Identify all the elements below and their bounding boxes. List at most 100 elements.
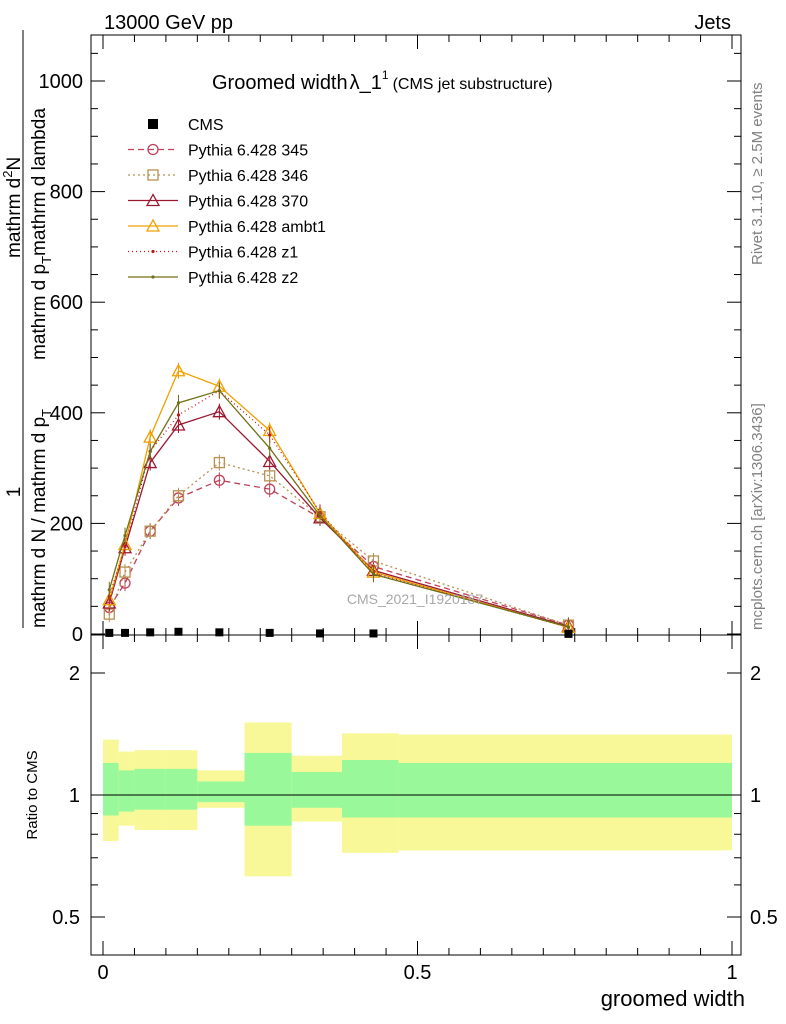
ratio-inner-band-3: [165, 768, 198, 810]
series-point: [107, 588, 111, 592]
y-tick-label-main: 1000: [39, 71, 84, 93]
ratio-inner-band-2: [134, 768, 166, 810]
y-tick-label-main: 200: [50, 513, 83, 535]
x-tick-label: 0.5: [404, 962, 432, 984]
x-tick-label: 0: [97, 962, 108, 984]
y-label-den2-sub: T: [39, 256, 54, 264]
y-label-den2: mathrm d pTmathrm d lambda: [29, 108, 54, 360]
y-tick-label-ratio-left: 2: [69, 663, 80, 685]
legend-marker-5: [151, 275, 155, 279]
y-tick-label-main: 0: [72, 624, 83, 646]
cms-point: [105, 628, 114, 637]
y-tick-label-ratio-right: 2: [750, 663, 761, 685]
y-tick-label-ratio-right: 0.5: [750, 907, 778, 929]
series-point: [143, 429, 158, 443]
chart-title-main: Groomed width: [212, 72, 348, 94]
legend-label-0: Pythia 6.428 345: [188, 143, 308, 160]
y-label-den-text: mathrm d N / mathrm d p: [29, 417, 50, 628]
y-label-denominator: mathrm d N / mathrm d pT: [29, 409, 54, 628]
series-point: [176, 413, 181, 417]
legend-label-4: Pythia 6.428 z1: [188, 245, 298, 262]
legend-cms-marker: [148, 119, 158, 129]
header-right: Jets: [694, 12, 731, 34]
y-axis-label-main: 1 mathrm d N / mathrm d pT mathrm d2N ma…: [0, 30, 54, 628]
series-point: [264, 470, 276, 482]
series-point: [172, 490, 185, 502]
series-point: [268, 446, 272, 450]
legend-label-2: Pythia 6.428 370: [188, 194, 308, 211]
legend: CMS Pythia 6.428 345 Pythia 6.428 346 Pythi…: [128, 117, 326, 287]
y-label-den2-b: mathrm d lambda: [29, 108, 50, 256]
cms-point: [316, 629, 325, 638]
y-label-den-sub: T: [39, 409, 54, 417]
axis-ticks: [91, 35, 741, 955]
y-tick-label-ratio-left: 1: [69, 785, 80, 807]
series-point: [148, 449, 152, 454]
analysis-watermark: CMS_2021_I1920187: [347, 591, 483, 607]
series-point: [268, 433, 272, 437]
x-axis-label: groomed width: [601, 986, 745, 1011]
cms-data-points: [105, 627, 573, 638]
y-tick-label-main: 800: [50, 182, 83, 204]
cms-point: [369, 629, 378, 638]
series-point: [102, 592, 117, 606]
series-point: [144, 525, 156, 537]
y-label-numerator: mathrm d2N: [0, 157, 25, 258]
chart-title-lambda: λ_1: [350, 72, 382, 94]
ratio-inner-band-8: [398, 762, 732, 818]
chart-title-sup: 1: [382, 68, 389, 82]
series-line-2: [108, 410, 569, 627]
series-point: [318, 514, 322, 518]
legend-marker-0: [147, 143, 159, 156]
legend-marker-1: [147, 169, 159, 181]
mcplots-label: mcplots.cern.ch [arXiv:1306.3436]: [749, 403, 766, 630]
series-2: [102, 403, 576, 635]
legend-marker-4: [151, 249, 155, 254]
cms-point: [174, 627, 183, 636]
series-point: [262, 454, 277, 468]
series-point: [102, 595, 117, 609]
ratio-inner-band-0: [103, 762, 119, 816]
series-point: [217, 389, 221, 393]
legend-label-1: Pythia 6.428 346: [188, 168, 308, 185]
y-tick-label-main: 400: [50, 403, 83, 425]
y-tick-label-ratio-left: 0.5: [52, 907, 80, 929]
series-point: [264, 483, 276, 495]
series-point: [171, 417, 186, 431]
series-line-1: [108, 461, 569, 626]
series-point: [123, 533, 127, 538]
series-point: [123, 545, 127, 549]
legend-marker-2: [145, 193, 161, 207]
axis-tick-labels: 0 0.5 1 0 200 400 600 800 1000 0.5 0.5 1 1 2 2: [39, 71, 778, 984]
y-label-one: 1: [4, 487, 25, 498]
chart-title: Groomed width λ_11 (CMS jet substructure): [212, 68, 553, 94]
cms-point: [564, 629, 573, 638]
cms-point: [265, 628, 274, 637]
ratio-inner-band-5: [244, 752, 292, 826]
series-point: [119, 566, 131, 578]
legend-cms-label: CMS: [188, 117, 224, 134]
ratio-inner-band-1: [118, 770, 135, 812]
y-axis-label-ratio: Ratio to CMS: [24, 750, 41, 839]
y-label-num-sup: 2: [0, 171, 15, 178]
mc-series: [102, 362, 576, 636]
cms-point: [121, 628, 130, 637]
x-tick-label: 1: [726, 962, 737, 984]
series-1: [103, 454, 575, 634]
series-point: [213, 456, 226, 469]
y-tick-label-main: 600: [50, 292, 83, 314]
series-point: [171, 363, 186, 377]
y-label-num-b: N: [4, 157, 25, 171]
cms-point: [146, 628, 155, 637]
series-point: [371, 572, 376, 576]
chart-title-sub: (CMS jet substructure): [393, 76, 553, 93]
header-left: 13000 GeV pp: [104, 12, 233, 34]
ratio-inner-band-4: [197, 781, 245, 803]
series-point: [212, 404, 227, 418]
y-label-num-a: mathrm d: [4, 178, 25, 258]
ratio-inner-band-6: [291, 771, 343, 808]
ratio-inner-band-7: [342, 760, 399, 818]
series-point: [566, 625, 571, 629]
series-point: [176, 401, 181, 405]
